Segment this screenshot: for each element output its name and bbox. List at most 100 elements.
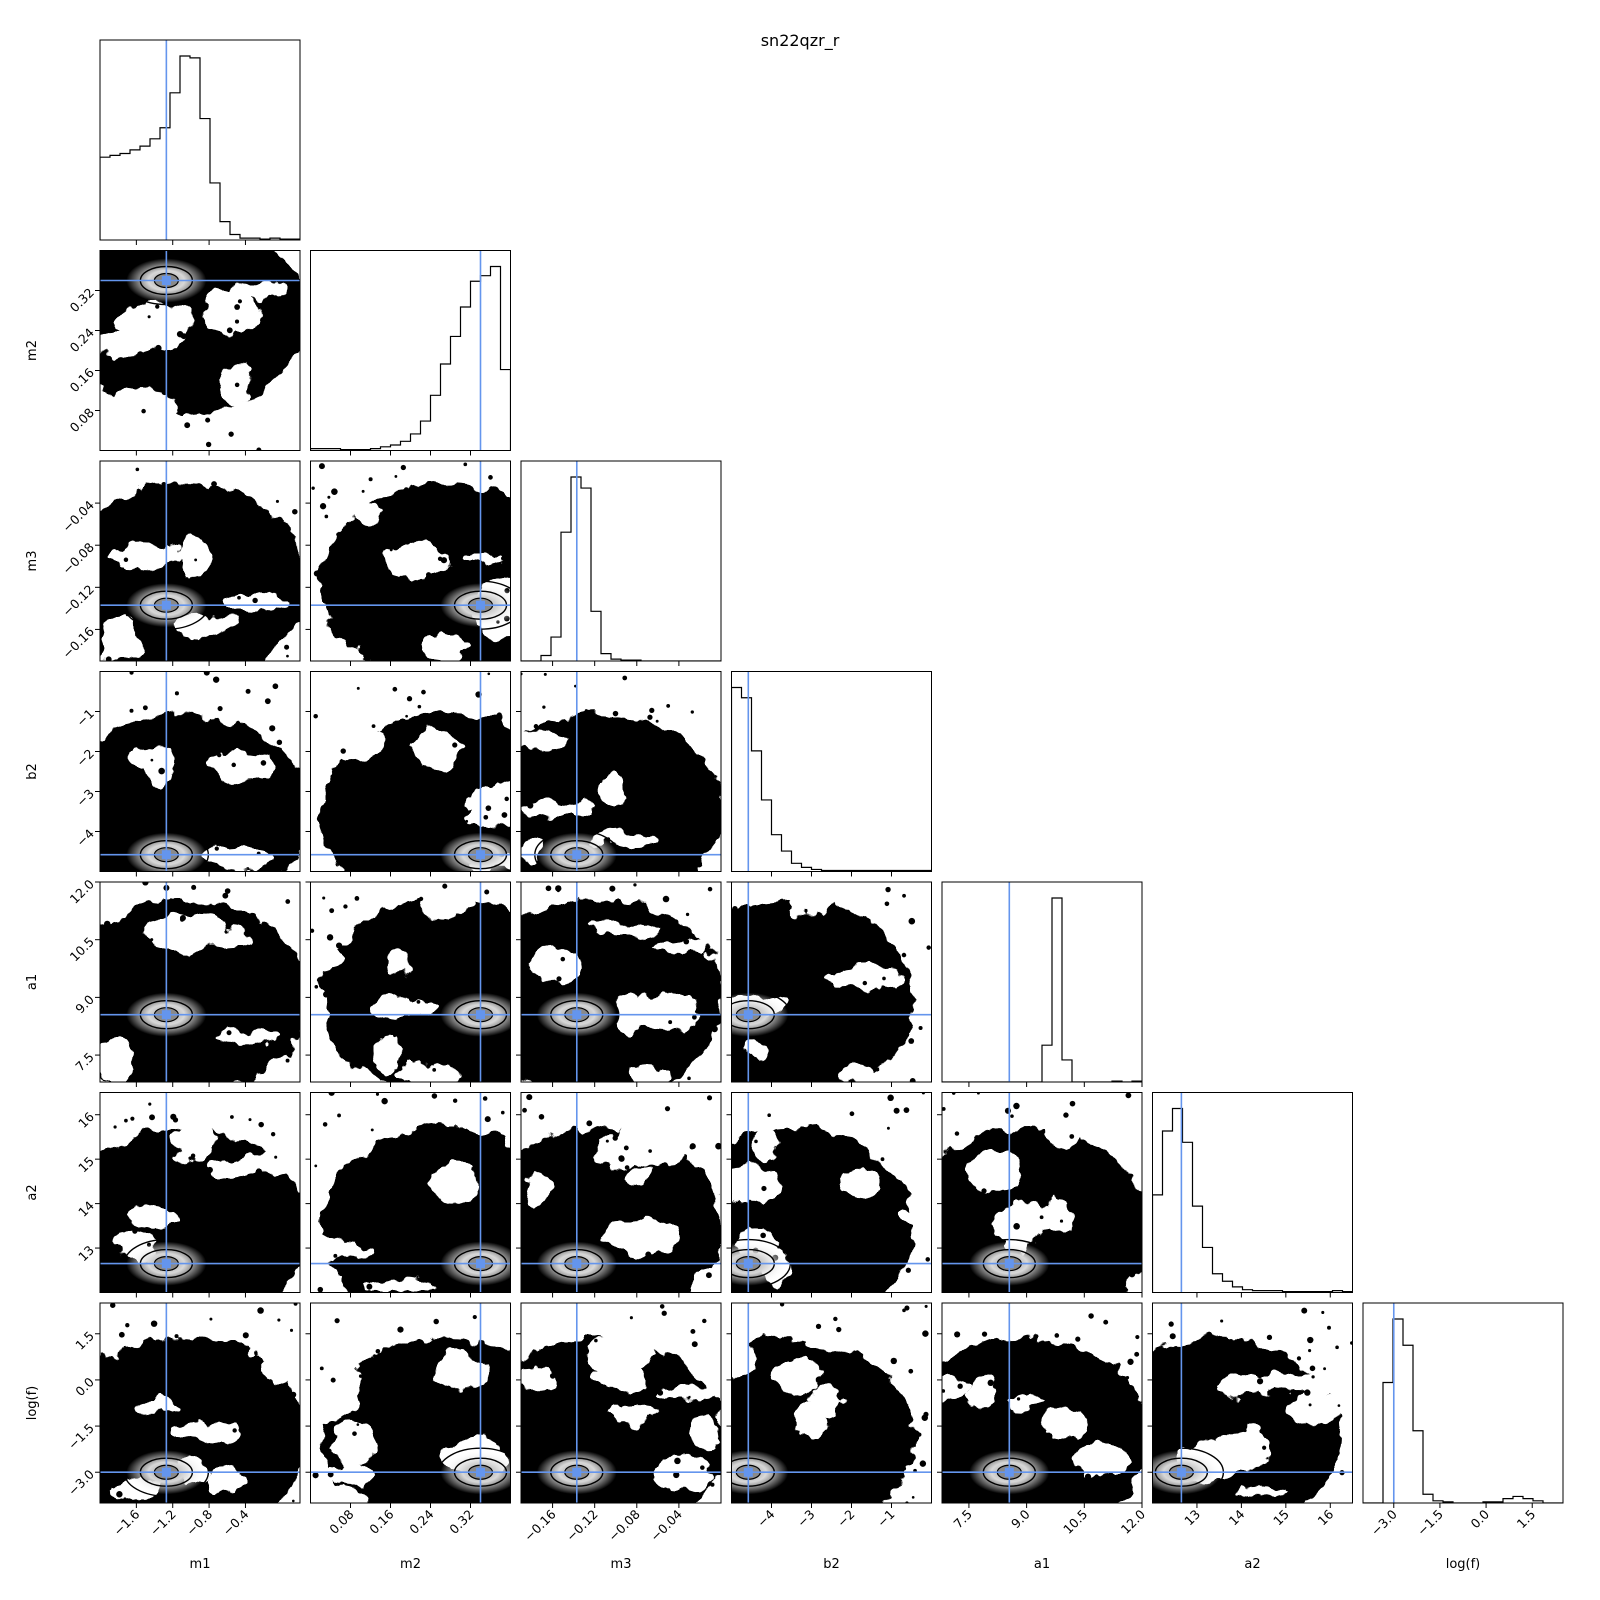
y-tick-label: −1.5 — [65, 1420, 97, 1452]
panel-m1-a2: 13 14 15 16 — [75, 1092, 301, 1298]
panel-frame — [310, 250, 511, 451]
truth-marker — [476, 1259, 485, 1269]
x-tick-label: −0.4 — [220, 1506, 252, 1538]
panel-frame — [520, 1302, 722, 1504]
y-tick-label: −2 — [73, 746, 97, 770]
panel-frame — [731, 671, 932, 872]
truth-marker — [572, 1010, 582, 1020]
panel-frame — [310, 1302, 511, 1504]
panel-frame — [99, 39, 301, 241]
panel-frame — [520, 1092, 722, 1293]
panel-frame — [1152, 1092, 1353, 1293]
density-cloud — [100, 882, 300, 1082]
x-tick-label: 1.5 — [1514, 1507, 1539, 1532]
panel-frame — [99, 1302, 301, 1504]
panel-m1-b2: −4 −3 −2 −1 — [73, 671, 301, 877]
panel-a1-logf: 7.5 9.0 10.5 12.0 — [937, 1302, 1148, 1537]
panel-frame — [731, 1092, 932, 1293]
histogram-a2 — [1152, 1107, 1353, 1293]
y-tick-label: −0.16 — [59, 624, 97, 662]
truth-marker — [161, 276, 171, 285]
panel-m3-b2 — [516, 671, 722, 877]
x-tick-label: −3 — [794, 1507, 818, 1531]
x-tick-label: 10.5 — [1060, 1507, 1090, 1537]
y-tick-label: −1 — [73, 706, 97, 730]
x-tick-label: −1 — [874, 1507, 898, 1531]
panel-m3-logf: −0.16 −0.12 −0.08 −0.04 — [516, 1302, 722, 1545]
panel-frame — [310, 881, 511, 1083]
x-axis-label-a2: a2 — [1244, 1557, 1260, 1572]
x-tick-label: 7.5 — [950, 1507, 975, 1532]
y-tick-label: 0.08 — [67, 405, 97, 435]
scatter-points — [731, 886, 931, 1082]
x-tick-label: 16 — [1315, 1506, 1337, 1528]
scatter-points — [100, 671, 295, 856]
y-tick-label: 0.0 — [72, 1374, 97, 1399]
y-tick-label: 10.5 — [67, 934, 97, 964]
x-tick-label: −0.12 — [563, 1507, 601, 1545]
truth-marker — [476, 1010, 485, 1020]
x-tick-label: −1.6 — [110, 1506, 142, 1538]
y-tick-label: 0.32 — [67, 285, 97, 315]
panel-a1-a1 — [941, 881, 1143, 1087]
truth-marker — [1004, 1467, 1014, 1477]
panel-frame — [99, 671, 301, 872]
y-tick-label: 9.0 — [72, 992, 97, 1017]
scatter-points — [522, 883, 718, 1081]
histogram-m1 — [100, 55, 300, 240]
density-cloud — [100, 461, 300, 661]
x-tick-label: 0.32 — [446, 1507, 476, 1537]
panel-m2-a1 — [305, 881, 511, 1087]
panel-m3-a1 — [516, 881, 722, 1087]
panel-m1-m3: −0.16 −0.12 −0.08 −0.04 — [59, 460, 301, 666]
x-tick-label: 12.0 — [1118, 1506, 1148, 1536]
y-tick-label: −3 — [73, 786, 97, 810]
density-cloud — [942, 1092, 1142, 1293]
y-tick-label: −0.04 — [59, 497, 97, 535]
y-tick-label: 13 — [75, 1242, 97, 1264]
scatter-points — [314, 1092, 507, 1293]
x-tick-label: 0.16 — [366, 1506, 396, 1536]
y-tick-label: 0.24 — [67, 325, 97, 355]
truth-marker — [161, 1467, 171, 1477]
y-tick-label: 0.16 — [67, 365, 97, 395]
scatter-points — [310, 883, 508, 1075]
x-tick-label: 15 — [1270, 1507, 1292, 1529]
panel-frame — [99, 460, 301, 662]
x-tick-label: 9.0 — [1008, 1506, 1033, 1531]
panel-frame — [520, 881, 722, 1083]
panel-frame — [941, 881, 1143, 1083]
panel-frame — [1152, 1302, 1353, 1504]
panel-m2-a2 — [305, 1092, 511, 1298]
y-tick-label: 14 — [75, 1198, 97, 1220]
panel-a2-a2 — [1152, 1092, 1353, 1298]
panel-m2-b2 — [305, 671, 511, 877]
x-axis-label-logf: log(f) — [1446, 1557, 1481, 1572]
panel-m3-m3 — [520, 460, 722, 666]
x-tick-label: 0.0 — [1468, 1506, 1493, 1531]
density-cloud — [521, 885, 721, 1082]
truth-marker — [161, 850, 171, 860]
panel-frame — [310, 1092, 511, 1293]
panel-m1-a1: 7.5 9.0 10.5 12.0 — [67, 876, 301, 1087]
panel-frame — [310, 671, 511, 872]
panel-frame — [310, 460, 511, 662]
panel-m3-a2 — [516, 1092, 722, 1298]
x-tick-label: 0.08 — [326, 1506, 356, 1536]
truth-marker — [161, 1010, 171, 1020]
y-tick-label: 16 — [75, 1109, 97, 1131]
x-tick-label: −0.16 — [521, 1506, 559, 1544]
x-tick-label: 13 — [1181, 1507, 1203, 1529]
panel-m1-logf: −1.6 −1.2 −0.8 −0.4 −3.0 −1.5 0.0 1.5 — [65, 1302, 301, 1539]
panel-m1-m2: 0.08 0.16 0.24 0.32 — [67, 250, 301, 456]
x-tick-label: −0.08 — [605, 1506, 643, 1544]
y-tick-label: −3.0 — [65, 1467, 97, 1499]
y-tick-label: 7.5 — [72, 1049, 97, 1074]
truth-marker — [476, 1467, 485, 1477]
truth-marker — [1004, 1259, 1014, 1269]
x-tick-label: −2 — [834, 1507, 858, 1531]
density-cloud — [319, 677, 511, 872]
truth-marker — [161, 1259, 171, 1269]
truth-marker — [572, 1467, 582, 1477]
